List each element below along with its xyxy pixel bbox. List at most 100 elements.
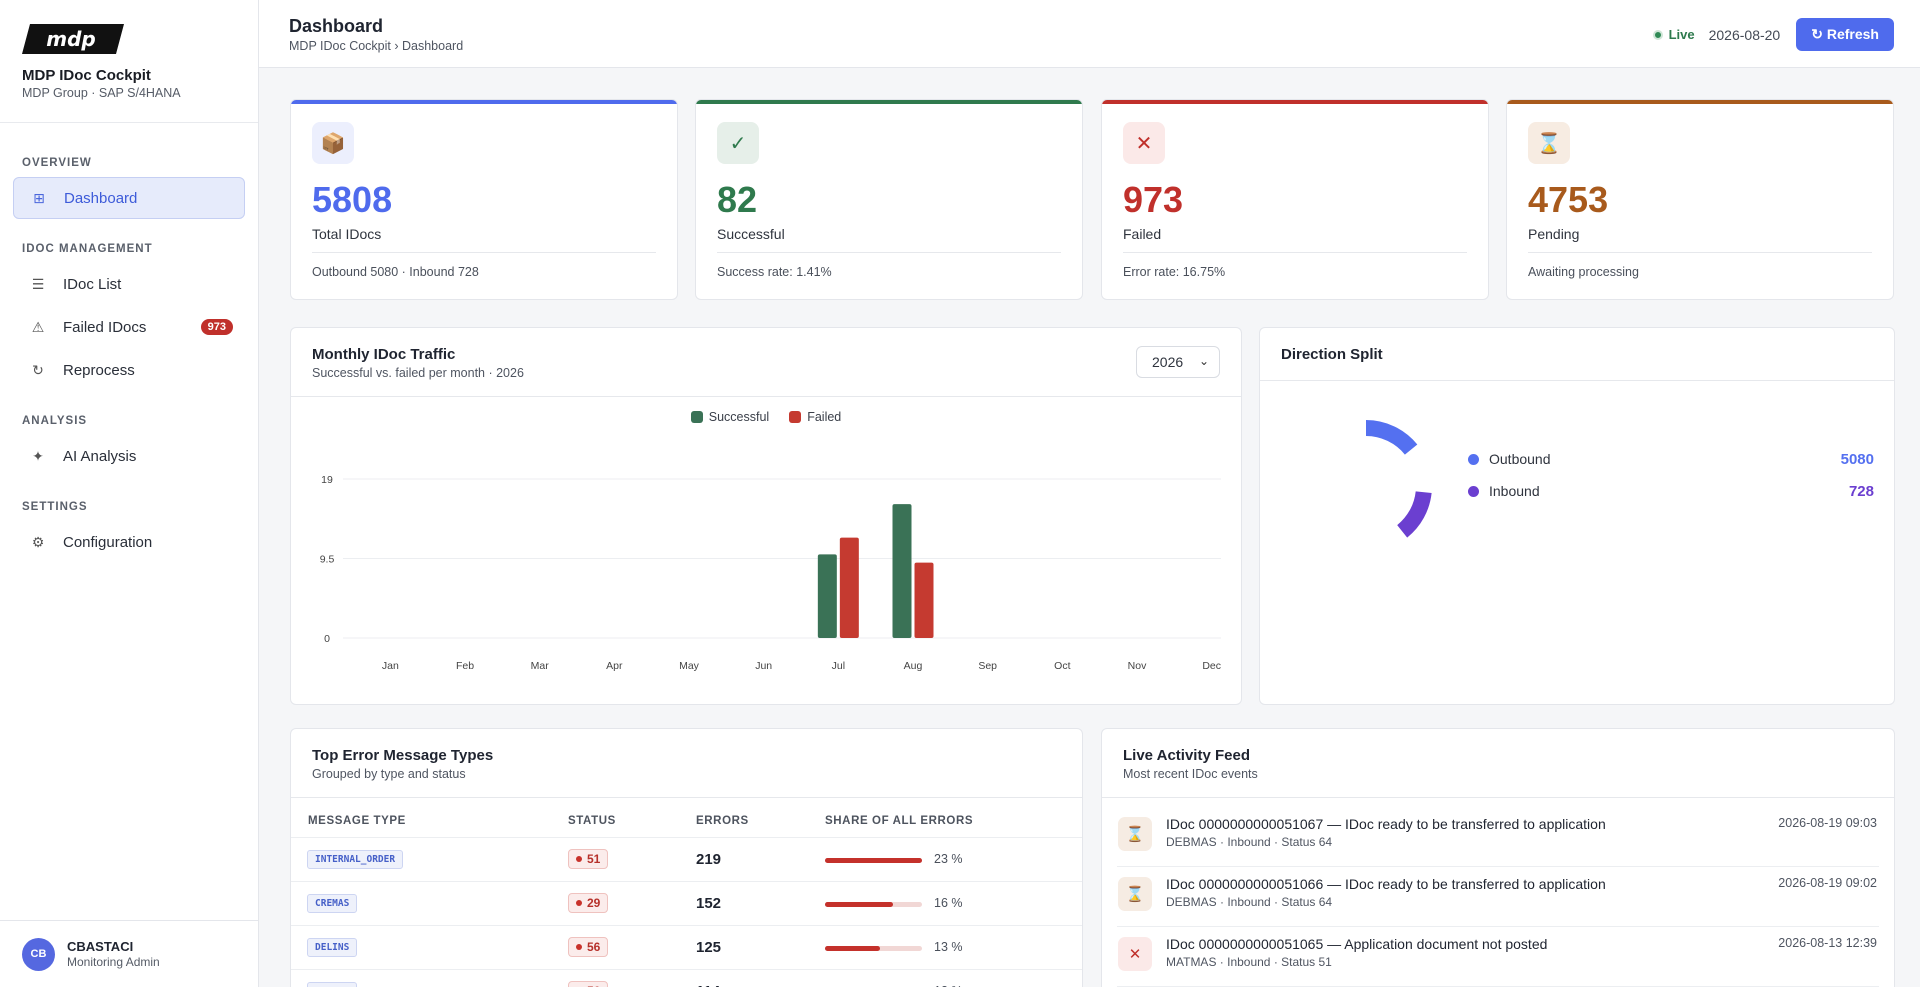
mdp-logo[interactable]: mdp (22, 24, 124, 54)
col-errors[interactable]: ERRORS (696, 815, 749, 827)
status-code: 56 (587, 984, 600, 987)
feed-item[interactable]: ⌛ IDoc 0000000000051066 — IDoc ready to … (1102, 867, 1894, 927)
status-badge: 56 (568, 981, 609, 987)
legend-item-failed[interactable]: Failed (789, 410, 841, 424)
error-count: 114 (696, 983, 720, 987)
y-tick-label: 19 (321, 474, 333, 486)
grid-icon: ⊞ (33, 189, 45, 206)
y-tick-label: 9.5 (320, 554, 335, 566)
kpi-value: 4753 (1528, 179, 1609, 220)
x-tick-label: May (679, 660, 700, 672)
direction-title: Direction Split (1281, 346, 1383, 363)
kpi-value: 5808 (312, 179, 393, 220)
error-types-panel: Top Error Message Types Grouped by type … (290, 728, 1083, 987)
feed-item[interactable]: ⌛ IDoc 0000000000051067 — IDoc ready to … (1102, 807, 1894, 867)
col-message-type[interactable]: MESSAGE TYPE (308, 815, 406, 827)
bar-failed-jul[interactable] (839, 537, 859, 638)
bar-successful-jul[interactable] (817, 554, 837, 638)
activity-feed-panel: Live Activity Feed Most recent IDoc even… (1101, 728, 1895, 987)
bar-successful-aug[interactable] (892, 504, 912, 638)
donut-slice-outbound[interactable] (1300, 420, 1432, 552)
feed-item-meta: DEBMAS · Inbound · Status 64 (1166, 835, 1333, 849)
status-dot-icon (576, 944, 582, 950)
hourglass-icon: ⌛ (1528, 122, 1570, 164)
table-header: MESSAGE TYPE STATUS ERRORS SHARE OF ALL … (291, 809, 1082, 837)
kpi-value: 82 (717, 179, 758, 220)
breadcrumb: MDP IDoc Cockpit › Dashboard (289, 39, 464, 53)
table-row[interactable]: DELINS 56 125 13 % (291, 925, 1082, 969)
bar-failed-aug[interactable] (914, 562, 934, 638)
list-icon: ☰ (31, 275, 45, 292)
message-type-tag: CREMAS (307, 894, 358, 913)
kpi-card-total[interactable]: 📦 5808 Total IDocs Outbound 5080 · Inbou… (290, 99, 678, 300)
share-percent: 16 % (934, 896, 963, 910)
table-row[interactable]: CREMAS 29 152 16 % (291, 881, 1082, 925)
status-code: 51 (587, 852, 601, 866)
kpi-card-successful[interactable]: ✓ 82 Successful Success rate: 1.41% (695, 99, 1083, 300)
sidebar-item-failed-idocs[interactable]: ⚠ Failed IDocs 973 (13, 306, 245, 348)
message-type-tag: SHPMNT (307, 982, 358, 987)
col-status[interactable]: STATUS (568, 815, 616, 827)
direction-legend-inbound[interactable]: Inbound 728 (1468, 475, 1874, 507)
x-tick-label: Nov (1128, 660, 1147, 672)
sidebar-item-dashboard[interactable]: ⊞ Dashboard (13, 177, 245, 219)
sidebar-item-reprocess[interactable]: ↻ Reprocess (13, 349, 245, 391)
message-type-tag: INTERNAL_ORDER (307, 850, 404, 869)
sidebar-item-ai-analysis[interactable]: ✦ AI Analysis (13, 435, 245, 477)
feed-item-title: IDoc 0000000000051067 — IDoc ready to be… (1166, 816, 1606, 832)
year-select[interactable]: 2026 ⌄ (1136, 346, 1220, 378)
traffic-bar-chart: 19 9.5 0 Jan Feb Mar Apr May Jun Jul Aug Sep Oct Nov D… (320, 474, 1221, 672)
error-count: 125 (696, 939, 722, 956)
monthly-traffic-panel: Monthly IDoc Traffic Successful vs. fail… (290, 327, 1242, 705)
kpi-note: Success rate: 1.41% (717, 265, 832, 279)
table-row[interactable]: INTERNAL_ORDER 51 219 23 % (291, 837, 1082, 881)
error-count: 219 (696, 851, 722, 868)
refresh-button[interactable]: ↻ Refresh (1796, 18, 1894, 51)
user-profile[interactable]: CB CBASTACI Monitoring Admin (0, 920, 258, 987)
sidebar-item-configuration[interactable]: ⚙ Configuration (13, 521, 245, 563)
year-select-value: 2026 (1152, 354, 1184, 370)
x-tick-label: Jan (382, 660, 399, 672)
x-tick-label: Feb (456, 660, 474, 672)
kpi-accent-bar (696, 100, 1082, 104)
user-role: Monitoring Admin (67, 955, 160, 969)
direction-legend-outbound[interactable]: Outbound 5080 (1468, 443, 1874, 475)
feed-item-time: 2026-08-19 09:02 (1778, 876, 1877, 890)
sidebar-item-label: Reprocess (63, 361, 135, 379)
failed-count-badge: 973 (200, 319, 233, 335)
legend-label-failed: Failed (807, 410, 842, 424)
kpi-note: Outbound 5080 · Inbound 728 (312, 265, 479, 279)
live-label: Live (1668, 27, 1695, 42)
x-tick-label: Oct (1054, 660, 1070, 672)
kpi-card-failed[interactable]: ✕ 973 Failed Error rate: 16.75% (1101, 99, 1489, 300)
nav-section-title: OVERVIEW (22, 157, 92, 169)
feed-item-title: IDoc 0000000000051065 — Application docu… (1166, 936, 1548, 952)
traffic-subtitle: Successful vs. failed per month · 2026 (312, 366, 524, 380)
feed-title: Live Activity Feed (1123, 747, 1250, 764)
feed-item-time: 2026-08-13 12:39 (1778, 936, 1877, 950)
direction-label: Outbound (1489, 451, 1551, 467)
top-header: Dashboard MDP IDoc Cockpit › Dashboard L… (259, 0, 1920, 68)
kpi-accent-bar (1102, 100, 1488, 104)
gear-icon: ⚙ (31, 533, 45, 550)
kpi-value: 973 (1123, 179, 1184, 220)
share-percent: 23 % (934, 852, 963, 866)
direction-label: Inbound (1489, 483, 1540, 499)
col-share[interactable]: SHARE OF ALL ERRORS (825, 815, 974, 827)
package-icon: 📦 (312, 122, 354, 164)
error-count: 152 (696, 895, 722, 912)
kpi-card-pending[interactable]: ⌛ 4753 Pending Awaiting processing (1506, 99, 1894, 300)
avatar[interactable]: CB (22, 937, 55, 971)
x-tick-label: Mar (531, 660, 550, 672)
legend-label-successful: Successful (708, 410, 770, 424)
chevron-down-icon: ⌄ (1198, 354, 1209, 368)
brand: mdp MDP IDoc Cockpit MDP Group · SAP S/4… (0, 0, 258, 123)
kpi-label: Pending (1528, 226, 1580, 242)
sidebar-item-label: IDoc List (63, 275, 122, 293)
feed-item[interactable]: ✕ IDoc 0000000000051065 — Application do… (1102, 927, 1894, 987)
sidebar-item-idoc-list[interactable]: ☰ IDoc List (13, 263, 245, 305)
table-row[interactable]: SHPMNT 56 114 12 % (291, 969, 1082, 987)
feed-item-time: 2026-08-19 09:03 (1778, 816, 1877, 830)
legend-item-successful[interactable]: Successful (690, 410, 770, 424)
sidebar: mdp MDP IDoc Cockpit MDP Group · SAP S/4… (0, 0, 259, 987)
